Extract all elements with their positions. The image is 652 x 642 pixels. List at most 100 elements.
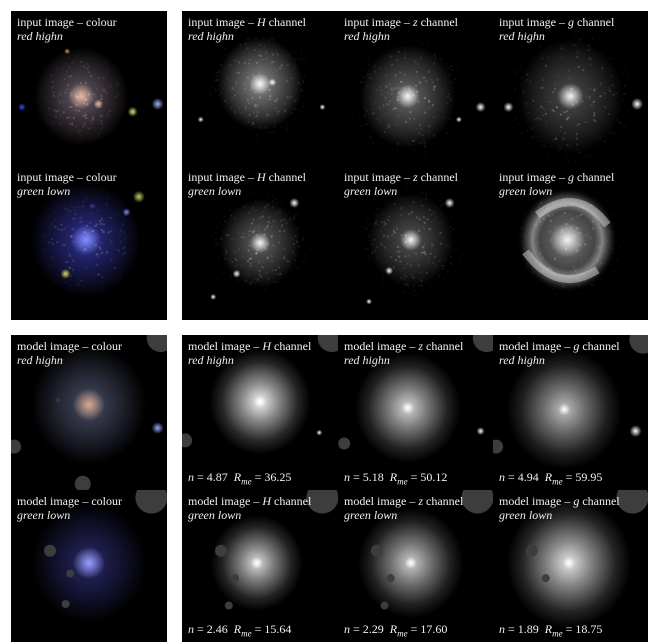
panel-subtitle: red highn <box>17 29 63 43</box>
galaxy-core <box>400 229 422 251</box>
panel-label: input image – z channel red highn <box>344 15 458 43</box>
panel-image <box>338 335 493 464</box>
n-symbol: n <box>188 469 194 484</box>
panel-image <box>210 490 338 611</box>
mask-region <box>380 601 389 610</box>
fit-parameters: n = 2.46 Rme = 15.64 <box>188 622 291 638</box>
panel-mo-g-red: model image – g channel red highn n = 4.94… <box>493 335 648 490</box>
panel-subtitle: red highn <box>188 29 234 43</box>
mask-region <box>541 574 550 583</box>
effective-radius-value: 15.64 <box>264 621 292 636</box>
panel-mo-colour-red: model image – colour red highn <box>11 335 167 490</box>
panel-label: model image – g channel red highn <box>499 339 620 367</box>
panel-image <box>210 197 306 300</box>
panel-label: input image – H channel red highn <box>188 15 306 43</box>
panel-channel-letter: H <box>257 170 266 184</box>
galaxy-core <box>401 401 414 414</box>
star <box>268 78 277 87</box>
panel-channel-letter: g <box>573 494 580 508</box>
panel-in-H-red: input image – H channel red highn <box>182 11 338 166</box>
n-symbol: n <box>499 469 505 484</box>
panel-image <box>17 46 164 146</box>
star <box>210 293 217 300</box>
panel-title-prefix: input image – <box>499 170 568 184</box>
panel-subtitle: green lown <box>17 184 71 198</box>
panel-title-prefix: input image – colour <box>17 15 117 29</box>
panel-mo-H-green: model image – H channel green lown n = 2.4… <box>182 490 338 642</box>
mask-region <box>215 544 227 557</box>
n-symbol: n <box>499 621 505 636</box>
sersic-index-value: 2.29 <box>362 621 384 636</box>
mask-region <box>472 335 493 353</box>
galaxy-core <box>254 395 266 408</box>
fit-parameters: n = 4.87 Rme = 36.25 <box>188 470 291 486</box>
galaxy-core <box>70 224 102 256</box>
star <box>17 103 26 112</box>
star <box>64 48 71 55</box>
r-symbol: R <box>544 469 553 484</box>
mask-region <box>317 335 338 353</box>
n-symbol: n <box>344 469 350 484</box>
panel-channel-letter: g <box>568 170 574 184</box>
star <box>629 425 642 438</box>
r-subscript: me <box>552 628 563 638</box>
panel-channel-letter: H <box>262 339 271 353</box>
r-subscript: me <box>397 476 408 486</box>
r-subscript: me <box>397 628 408 638</box>
galaxy-core <box>557 83 584 110</box>
mask-region <box>306 490 338 514</box>
effective-radius-value: 36.25 <box>264 469 292 484</box>
galaxy-core <box>558 403 571 416</box>
panel-title-prefix: model image – colour <box>17 494 122 508</box>
panel-subtitle: red highn <box>499 353 545 367</box>
panel-label: model image – z channel red highn <box>344 339 463 367</box>
sersic-index-value: 2.46 <box>206 621 228 636</box>
texture-noise <box>41 54 119 137</box>
galaxy-core <box>72 546 106 580</box>
star <box>316 429 323 436</box>
star <box>366 298 372 305</box>
star <box>127 106 138 117</box>
r-subscript: me <box>241 476 252 486</box>
panel-image <box>358 41 486 151</box>
panel-subtitle: green lown <box>499 508 553 522</box>
panel-title-prefix: model image – <box>188 339 263 353</box>
panel-in-colour-red: input image – colour red highn <box>11 11 167 166</box>
sersic-index-value: 5.18 <box>362 469 384 484</box>
panel-image <box>357 490 493 619</box>
mask-region <box>386 574 395 583</box>
star <box>455 116 462 123</box>
panel-title-suffix: channel <box>417 170 458 184</box>
panel-title-suffix: channel <box>271 494 312 508</box>
mask-region <box>338 437 351 450</box>
panel-image <box>11 335 167 490</box>
star <box>151 422 164 434</box>
panel-subtitle: red highn <box>344 29 390 43</box>
panel-subtitle: red highn <box>188 353 234 367</box>
panel-in-z-green: input image – z channel green lown <box>338 166 493 320</box>
panel-label: model image – colour green lown <box>17 494 122 522</box>
panel-label: model image – H channel green lown <box>188 494 311 522</box>
panel-title-prefix: model image – <box>188 494 263 508</box>
panel-in-z-red: input image – z channel red highn <box>338 11 493 166</box>
mask-region <box>224 601 233 610</box>
panel-mo-colour-green: model image – colour green lown <box>11 490 167 642</box>
panel-label: input image – colour green lown <box>17 170 117 198</box>
panel-label: input image – g channel red highn <box>499 15 614 43</box>
effective-radius-value: 50.12 <box>420 469 448 484</box>
panel-title-suffix: channel <box>579 339 620 353</box>
panel-title-prefix: model image – <box>344 494 419 508</box>
panel-image <box>30 182 145 298</box>
galaxy-core <box>72 388 106 421</box>
panel-subtitle: green lown <box>188 508 242 522</box>
fit-parameters: n = 2.29 Rme = 17.60 <box>344 622 447 638</box>
panel-mo-H-red: model image – H channel red highn n = 4.87… <box>182 335 338 490</box>
panel-label: input image – z channel green lown <box>344 170 458 198</box>
mask-region <box>493 439 504 454</box>
equals: = <box>350 621 363 636</box>
panel-label: input image – colour red highn <box>17 15 117 43</box>
mask-region <box>525 544 538 557</box>
star <box>503 102 514 113</box>
panel-image <box>364 188 459 305</box>
panel-image <box>506 490 648 628</box>
